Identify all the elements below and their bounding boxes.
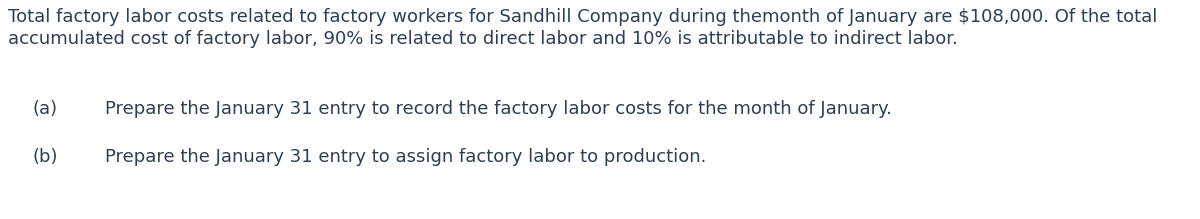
Text: (b): (b) <box>32 148 58 166</box>
Text: accumulated cost of factory labor, 90% is related to direct labor and 10% is att: accumulated cost of factory labor, 90% i… <box>8 30 958 48</box>
Text: Prepare the January 31 entry to record the factory labor costs for the month of : Prepare the January 31 entry to record t… <box>106 100 892 118</box>
Text: (a): (a) <box>32 100 58 118</box>
Text: Total factory labor costs related to factory workers for Sandhill Company during: Total factory labor costs related to fac… <box>8 8 1157 26</box>
Text: Prepare the January 31 entry to assign factory labor to production.: Prepare the January 31 entry to assign f… <box>106 148 707 166</box>
